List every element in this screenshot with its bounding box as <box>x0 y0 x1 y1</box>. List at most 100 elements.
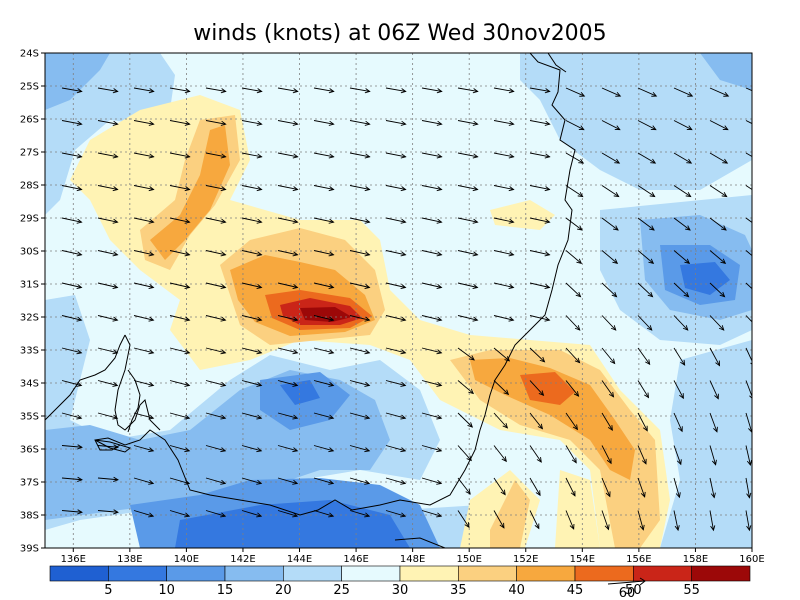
wind-arrow-icon <box>493 347 511 362</box>
wind-arrow-icon <box>241 185 263 192</box>
wind-arrow-icon <box>205 282 227 290</box>
wind-arrow-icon <box>493 477 506 496</box>
wind-arrow-icon <box>61 347 83 355</box>
wind-arrow-icon <box>493 380 510 396</box>
wind-arrow-icon <box>97 412 119 420</box>
wind-arrow-icon <box>385 380 407 387</box>
wind-arrow-icon <box>709 282 726 298</box>
wind-vectors <box>61 87 752 532</box>
wind-arrow-icon <box>349 217 371 224</box>
shade-band-35 <box>490 200 555 230</box>
wind-arrow-icon <box>133 412 155 420</box>
wind-arrow-icon <box>745 445 752 467</box>
wind-arrow-icon <box>421 315 443 322</box>
y-tick-label: 36S <box>20 445 39 456</box>
wind-arrow-icon <box>61 509 83 515</box>
wind-speed-shading <box>45 53 752 548</box>
wind-arrow-icon <box>349 510 371 518</box>
x-tick-label: 152E <box>513 554 538 565</box>
wind-arrow-icon <box>421 380 443 387</box>
x-tick-label: 150E <box>456 554 481 565</box>
wind-arrow-icon <box>565 152 585 164</box>
wind-arrow-icon <box>421 250 443 257</box>
wind-arrow-icon <box>529 477 541 497</box>
wind-arrow-icon <box>313 510 335 518</box>
wind-arrow-icon <box>169 510 191 518</box>
wind-arrow-icon <box>565 217 583 231</box>
wind-arrow-icon <box>205 380 227 387</box>
colorbar-swatch <box>399 565 459 582</box>
wind-arrow-icon <box>133 347 155 355</box>
wind-arrow-icon <box>169 185 191 192</box>
colorbar-label: 5 <box>104 583 112 598</box>
wind-arrow-icon <box>709 412 718 433</box>
wind-arrow-icon <box>205 510 227 518</box>
wind-arrow-icon <box>385 412 407 420</box>
wind-arrow-icon <box>709 250 727 265</box>
wind-arrow-icon <box>421 120 443 126</box>
wind-arrow-icon <box>97 250 119 257</box>
wind-arrow-icon <box>313 412 335 420</box>
wind-arrow-icon <box>205 347 227 355</box>
wind-arrow-icon <box>61 152 83 159</box>
wind-arrow-icon <box>493 152 515 159</box>
wind-arrow-icon <box>313 347 335 355</box>
wind-arrow-icon <box>97 152 119 159</box>
wind-arrow-icon <box>529 250 551 257</box>
wind-arrow-icon <box>169 347 191 355</box>
wind-arrow-icon <box>169 152 191 159</box>
wind-arrow-icon <box>97 444 119 450</box>
wind-arrow-icon <box>385 315 407 322</box>
wind-arrow-icon <box>565 250 583 265</box>
shade-band-25 <box>45 53 175 215</box>
wind-arrow-icon <box>529 87 551 94</box>
wind-arrow-icon <box>745 250 752 257</box>
wind-arrow-icon <box>493 250 515 257</box>
wind-arrow-icon <box>745 217 752 224</box>
shade-band-60 <box>300 307 352 322</box>
wind-arrow-icon <box>385 250 407 257</box>
y-tick-label: 38S <box>20 511 39 522</box>
wind-arrow-icon <box>133 380 155 387</box>
wind-arrow-icon <box>421 445 443 453</box>
x-axis: 136E 138E 140E 142E 144E 146E 148E 150E 152E 154E… <box>61 548 765 565</box>
wind-arrow-icon <box>673 185 692 198</box>
wind-arrow-icon <box>385 445 407 453</box>
wind-arrow-icon <box>133 185 155 192</box>
wind-arrow-icon <box>601 120 621 131</box>
colorbar-label: 20 <box>275 583 292 598</box>
wind-arrow-icon <box>385 185 407 192</box>
wind-arrow-icon <box>529 152 551 159</box>
coastline-eyre-peninsula <box>45 334 126 421</box>
wind-arrow-icon <box>601 282 618 298</box>
wind-arrow-icon <box>529 120 551 126</box>
wind-arrow-icon <box>241 250 263 257</box>
wind-arrow-icon <box>133 217 155 224</box>
wind-arrow-icon <box>277 282 299 290</box>
wind-arrow-icon <box>133 282 155 290</box>
wind-arrow-icon <box>205 185 227 192</box>
shade-band-25 <box>520 53 752 190</box>
wind-arrow-icon <box>169 87 191 94</box>
wind-arrow-icon <box>673 412 683 433</box>
shade-band-20 <box>45 53 110 110</box>
wind-arrow-icon <box>493 282 515 290</box>
shade-band-45 <box>470 358 635 480</box>
wind-arrow-icon <box>493 87 515 94</box>
plot-area <box>45 53 752 548</box>
wind-arrow-icon <box>97 120 119 126</box>
coastline-tasmania-tip <box>394 537 446 548</box>
wind-arrow-icon <box>637 380 650 399</box>
wind-arrow-icon <box>601 412 613 431</box>
wind-arrow-icon <box>601 152 621 164</box>
x-tick-label: 138E <box>117 554 142 565</box>
y-tick-label: 31S <box>20 280 39 291</box>
wind-arrow-icon <box>565 445 577 464</box>
wind-arrow-icon <box>277 445 299 453</box>
wind-arrow-icon <box>529 185 551 192</box>
wind-arrow-icon <box>493 315 515 322</box>
wind-arrow-icon <box>133 120 155 126</box>
wind-arrow-icon <box>385 347 407 355</box>
colorbar-label: 30 <box>392 583 409 598</box>
colorbar-swatch <box>691 565 751 582</box>
